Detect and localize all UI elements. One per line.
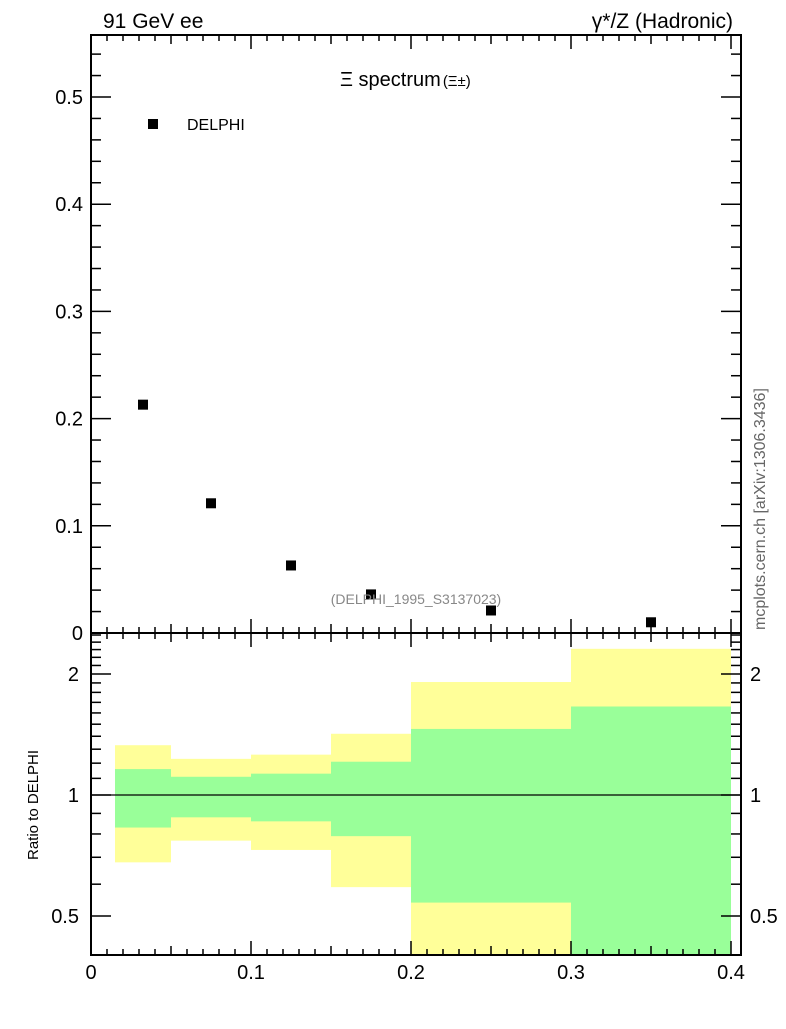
chart-title: Ξ spectrum (Ξ±) — [340, 69, 471, 91]
ratio-y-label: Ratio to DELPHI — [25, 750, 42, 860]
x-tick-label: 0.4 — [717, 962, 745, 984]
data-point-1 — [206, 498, 216, 509]
y-tick-label-ratio-left: 2 — [68, 664, 79, 686]
ratio-bands — [115, 648, 731, 955]
y-tick-label-main: 0.3 — [55, 301, 83, 323]
y-tick-label-ratio-right: 0.5 — [750, 906, 778, 928]
inner-band-bin-3 — [331, 761, 411, 837]
data-points — [138, 399, 656, 628]
x-tick-label: 0 — [85, 962, 96, 984]
y-tick-label-ratio-right: 1 — [750, 785, 761, 807]
inner-band-bin-0 — [115, 769, 171, 828]
header-right: γ*/Z (Hadronic) — [592, 10, 733, 33]
y-tick-label-ratio-left: 1 — [68, 785, 79, 807]
x-tick-label: 0.1 — [237, 962, 265, 984]
y-tick-label-main: 0 — [72, 623, 83, 645]
y-tick-label-main: 0.2 — [55, 409, 83, 431]
inner-band-bin-4 — [411, 728, 571, 903]
header-left: 91 GeV ee — [103, 10, 203, 33]
data-point-2 — [286, 560, 296, 571]
x-tick-label: 0.2 — [397, 962, 425, 984]
y-tick-label-main: 0.4 — [55, 194, 83, 216]
data-point-3 — [366, 589, 376, 600]
side-label: mcplots.cern.ch [arXiv:1306.3436] — [752, 388, 769, 630]
y-tick-label-main: 0.1 — [55, 516, 83, 538]
y-tick-label-main: 0.5 — [55, 87, 83, 109]
inner-band-bin-5 — [571, 706, 731, 955]
legend-label-delphi: DELPHI — [187, 117, 245, 134]
ratio-plot-frame — [90, 632, 742, 956]
chart-title-suffix: (Ξ±) — [443, 73, 471, 90]
data-point-5 — [646, 617, 656, 628]
chart-title-main: Ξ spectrum — [340, 69, 441, 91]
x-tick-label: 0.3 — [557, 962, 585, 984]
inner-band-bin-1 — [171, 776, 251, 818]
analysis-id: (DELPHI_1995_S3137023) — [331, 591, 501, 607]
tick-labels: 0 0.1 0.2 0.3 0.4 0.5 0.5 0.5 1 1 2 2 0 0.1 0.2 0.3 0.4 — [51, 87, 778, 984]
data-point-0 — [138, 399, 148, 410]
y-tick-label-ratio-right: 2 — [750, 664, 761, 686]
y-tick-label-ratio-left: 0.5 — [51, 906, 79, 928]
legend-marker-delphi — [148, 119, 158, 129]
data-point-4 — [486, 605, 496, 616]
inner-band-bin-2 — [251, 773, 331, 822]
